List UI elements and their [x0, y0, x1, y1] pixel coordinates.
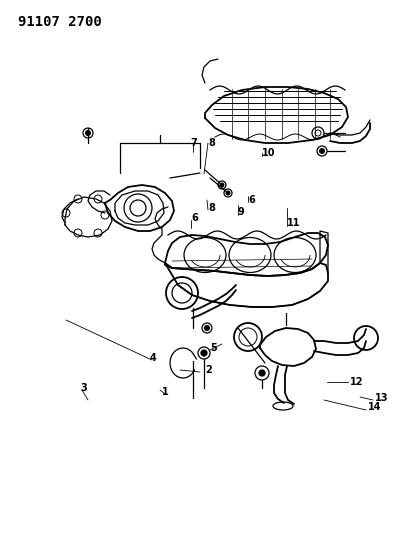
Circle shape: [124, 194, 152, 222]
Text: 5: 5: [210, 343, 217, 353]
Circle shape: [83, 128, 93, 138]
Text: 9: 9: [238, 207, 245, 217]
Circle shape: [201, 350, 207, 356]
Text: 11: 11: [287, 218, 300, 228]
Circle shape: [166, 277, 198, 309]
Ellipse shape: [274, 238, 316, 272]
Circle shape: [226, 191, 230, 195]
Text: 8: 8: [208, 138, 215, 148]
Circle shape: [255, 366, 269, 380]
Circle shape: [218, 181, 226, 189]
Text: 6: 6: [191, 213, 198, 223]
Text: 8: 8: [208, 203, 215, 213]
Circle shape: [86, 131, 90, 135]
Text: 3: 3: [80, 383, 87, 393]
Circle shape: [320, 149, 324, 154]
Text: 7: 7: [190, 138, 197, 148]
Text: 6: 6: [248, 195, 255, 205]
Text: 91107 2700: 91107 2700: [18, 15, 102, 29]
Text: 1: 1: [162, 387, 169, 397]
Text: 4: 4: [150, 353, 157, 363]
Text: 13: 13: [375, 393, 388, 403]
Circle shape: [202, 323, 212, 333]
Text: 2: 2: [205, 365, 212, 375]
Circle shape: [198, 347, 210, 359]
Ellipse shape: [184, 238, 226, 272]
Text: 14: 14: [368, 402, 382, 412]
Text: 10: 10: [262, 148, 275, 158]
Text: 12: 12: [350, 377, 363, 387]
Circle shape: [259, 370, 265, 376]
Ellipse shape: [273, 402, 293, 410]
Ellipse shape: [229, 238, 271, 272]
Circle shape: [224, 189, 232, 197]
Circle shape: [312, 127, 324, 139]
Circle shape: [354, 326, 378, 350]
Circle shape: [317, 146, 327, 156]
Circle shape: [220, 183, 224, 187]
Circle shape: [234, 323, 262, 351]
Circle shape: [205, 326, 209, 330]
